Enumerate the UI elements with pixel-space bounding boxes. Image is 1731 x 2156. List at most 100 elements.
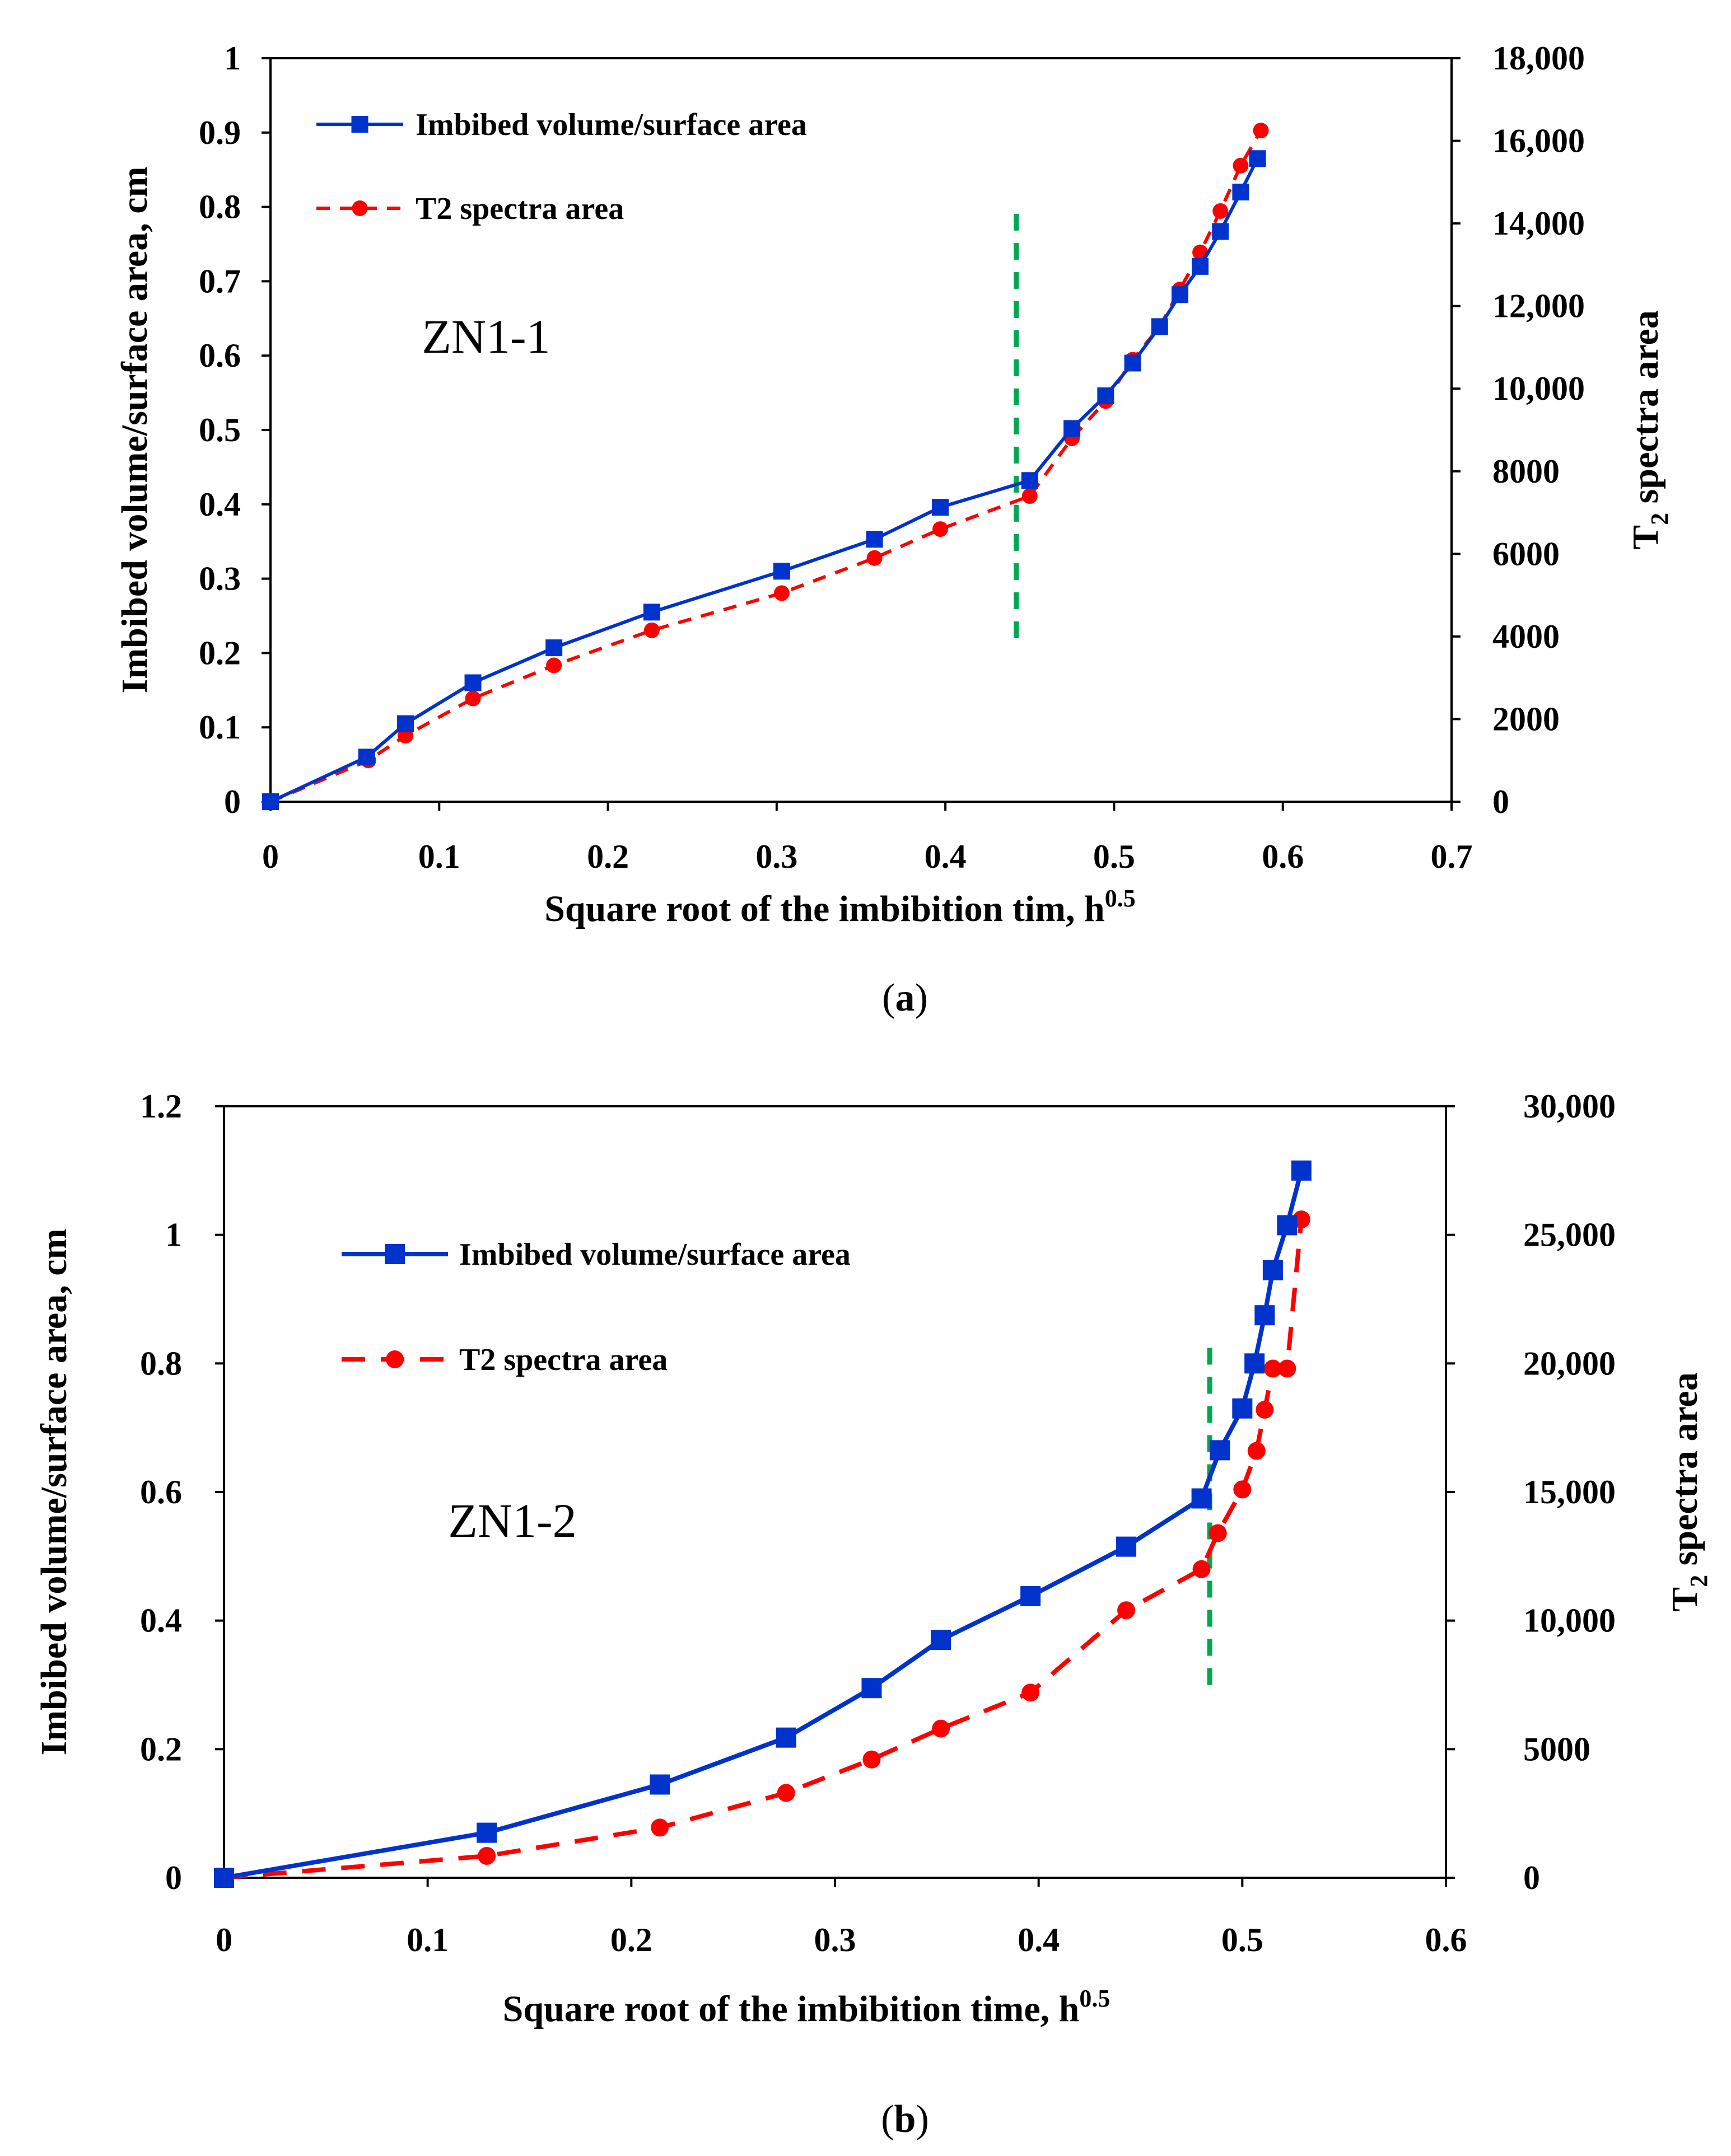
y2-axis-label-sub: 2 xyxy=(1646,513,1673,525)
legend-label: Imbibed volume/surface area xyxy=(416,107,807,142)
y2-tick-label: 10,000 xyxy=(1492,370,1585,407)
data-point-square xyxy=(1063,420,1081,437)
x-tick-label: 0.4 xyxy=(1018,1921,1060,1958)
data-point-square xyxy=(1021,472,1038,489)
series-t2 xyxy=(215,1210,1310,1887)
legend-entry-imbibed: Imbibed volume/surface area xyxy=(342,1237,851,1272)
caption-open: ( xyxy=(882,976,895,1019)
y2-axis-label: T2 spectra area xyxy=(1664,1372,1713,1612)
data-point-circle xyxy=(862,1750,881,1769)
y-tick-label: 0.2 xyxy=(140,1731,182,1767)
y2-axis-label-t: T xyxy=(1664,1587,1705,1612)
data-point-circle xyxy=(1278,1359,1296,1378)
data-point-square xyxy=(1151,318,1168,335)
data-point-square xyxy=(1291,1160,1312,1181)
data-point-square xyxy=(1249,150,1266,167)
y2-tick-label: 8000 xyxy=(1492,453,1560,490)
x-tick-label: 0.5 xyxy=(1093,838,1135,875)
data-point-square xyxy=(1254,1305,1275,1326)
y2-axis-label-rest: spectra area xyxy=(1625,310,1666,513)
y2-axis-label-t: T xyxy=(1625,525,1666,550)
y2-tick-label: 0 xyxy=(1492,783,1509,820)
y-tick-label: 0.7 xyxy=(199,263,241,300)
x-axis-label-sup: 0.5 xyxy=(1105,885,1136,912)
data-point-square xyxy=(464,674,482,691)
y-tick-label: 0 xyxy=(224,783,241,820)
legend-label: T2 spectra area xyxy=(459,1343,668,1377)
y2-tick-label: 25,000 xyxy=(1523,1217,1616,1254)
data-point-circle xyxy=(1212,203,1229,219)
data-point-circle xyxy=(932,521,949,537)
y2-tick-label: 14,000 xyxy=(1492,205,1585,242)
x-axis-label: Square root of the imbibition time, h0.5 xyxy=(503,1985,1111,2029)
legend-marker xyxy=(386,1350,404,1368)
data-point-square xyxy=(262,793,279,810)
data-point-square xyxy=(650,1774,670,1795)
data-point-square xyxy=(358,749,375,766)
x-tick-label: 0.3 xyxy=(755,838,797,875)
data-point-square xyxy=(1097,387,1114,404)
data-point-circle xyxy=(1021,488,1038,504)
data-point-circle xyxy=(1263,1359,1282,1378)
chart-panel-a: 0 0.1 0.2 0.3 0.4 0.5 0.6 0.7 0 0.1 0.2 0.3 0.4 0.5 0.… xyxy=(114,40,1673,1019)
x-tick-label: 0.2 xyxy=(610,1921,652,1958)
y2-axis-label-sub: 2 xyxy=(1685,1575,1713,1587)
y-tick-label: 0 xyxy=(165,1859,182,1896)
data-point-square xyxy=(866,531,883,548)
series-line xyxy=(269,157,1259,803)
data-point-square xyxy=(1277,1215,1298,1236)
x-tick-label: 0.6 xyxy=(1262,838,1304,875)
series-imbibed xyxy=(262,150,1266,810)
legend-entry-imbibed: Imbibed volume/surface area xyxy=(316,107,807,142)
x-tick-label: 0.2 xyxy=(587,838,629,875)
x-axis-label-text: Square root of the imbibition tim, h xyxy=(544,888,1104,929)
y-tick-label: 1.2 xyxy=(140,1088,182,1125)
caption-close: ) xyxy=(915,976,928,1019)
y-tick-label: 0.6 xyxy=(199,337,241,374)
chart-panel-b: 0 0.1 0.2 0.3 0.4 0.5 0.6 0 0.2 0.4 0.6 0.8 1 1.2 0 500… xyxy=(34,1088,1713,2141)
data-point-square xyxy=(1116,1536,1137,1557)
data-point-circle xyxy=(1192,1560,1211,1578)
y-axis-label: Imbibed volume/surface area, cm xyxy=(114,167,155,694)
y2-tick-label: 20,000 xyxy=(1523,1345,1616,1382)
y-tick-label: 1 xyxy=(224,40,241,77)
data-point-square xyxy=(1020,1586,1041,1607)
data-point-circle xyxy=(1253,123,1269,139)
data-point-square xyxy=(1244,1353,1265,1374)
data-point-circle xyxy=(866,550,883,566)
data-point-circle xyxy=(932,1719,950,1738)
data-point-square xyxy=(1262,1260,1283,1280)
data-point-square xyxy=(545,639,563,657)
data-point-square xyxy=(1232,184,1249,201)
data-point-square xyxy=(1171,286,1188,303)
data-point-circle xyxy=(773,585,790,601)
x-tick-label: 0.6 xyxy=(1425,1921,1467,1958)
y2-tick-label: 15,000 xyxy=(1523,1474,1616,1510)
y2-axis-label: T2 spectra area xyxy=(1625,310,1673,550)
y-tick-label: 0.2 xyxy=(199,634,241,671)
data-point-circle xyxy=(1021,1683,1040,1702)
x-tick-label: 0.4 xyxy=(925,838,967,875)
x-axis-label: Square root of the imbibition tim, h0.5 xyxy=(544,885,1135,929)
series-line xyxy=(223,1219,1304,1880)
data-point-square xyxy=(1210,1440,1230,1461)
data-point-square xyxy=(1192,258,1209,275)
series-t2 xyxy=(263,123,1269,810)
y-tick-label: 0.8 xyxy=(140,1345,182,1382)
y2-tick-label: 2000 xyxy=(1492,700,1560,737)
y-tick-label: 0.4 xyxy=(199,486,241,523)
x-tick-label: 0 xyxy=(262,838,279,875)
caption-open: ( xyxy=(881,2098,894,2141)
legend-marker xyxy=(351,116,368,133)
y-tick-label: 0.6 xyxy=(140,1474,182,1510)
y-tick-label: 1 xyxy=(165,1217,182,1254)
y2-tick-label: 18,000 xyxy=(1492,40,1585,77)
y2-axis-label-rest: spectra area xyxy=(1664,1372,1705,1575)
data-point-square xyxy=(214,1868,234,1888)
data-point-square xyxy=(477,1822,497,1843)
y2-tick-label: 10,000 xyxy=(1523,1602,1616,1639)
data-point-circle xyxy=(465,690,481,707)
data-point-circle xyxy=(643,622,660,638)
y-tick-label: 0.9 xyxy=(199,114,241,151)
